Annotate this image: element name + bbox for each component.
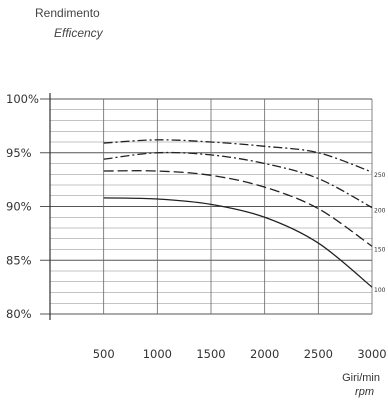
y-tick-label: 95% xyxy=(6,146,32,160)
series-label-100: 100 xyxy=(374,287,386,294)
x-tick-label: 1000 xyxy=(143,347,172,361)
series-label-250: 250 xyxy=(374,172,386,179)
tick-labels: 80% 85% 90% 95% 100% 500 1000 1500 2000 2500 3000 xyxy=(6,92,387,361)
y-tick-label: 100% xyxy=(6,92,39,106)
x-tick-label: 2500 xyxy=(304,347,333,361)
x-tick-label: 1500 xyxy=(196,347,225,361)
series-line-200 xyxy=(103,151,373,209)
series-line-150 xyxy=(103,170,373,247)
y-axis-label-primary: Rendimento xyxy=(35,6,100,20)
y-tick-label: 90% xyxy=(6,200,32,214)
x-tick-label: 500 xyxy=(93,347,115,361)
series-line-250 xyxy=(103,139,373,173)
x-axis-label-secondary: rpm xyxy=(355,386,374,398)
series-label-200: 200 xyxy=(374,208,386,215)
x-axis-label-primary: Giri/min xyxy=(342,372,380,384)
series-label-150: 150 xyxy=(374,246,386,253)
series-line-100 xyxy=(103,197,373,288)
x-tick-label: 3000 xyxy=(357,347,386,361)
x-tick-label: 2000 xyxy=(250,347,279,361)
y-tick-label: 80% xyxy=(6,307,32,321)
grid xyxy=(40,93,373,320)
y-tick-label: 85% xyxy=(6,253,32,267)
series-lines: 250 200 150 100 xyxy=(103,139,386,294)
y-axis-label-secondary: Efficency xyxy=(54,26,103,40)
